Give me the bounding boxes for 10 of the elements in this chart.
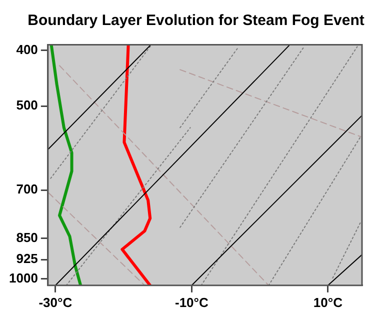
y-tick-label: 400 (16, 42, 38, 58)
chart-title: Boundary Layer Evolution for Steam Fog Event (26, 12, 366, 31)
x-tick-label: -10°C (174, 294, 209, 310)
x-tick-label: -30°C (38, 294, 73, 310)
y-tick-label: 700 (16, 182, 38, 197)
x-tick-label: 10°C (313, 294, 344, 310)
y-tick-label: 925 (16, 251, 38, 266)
y-tick-label: 500 (16, 98, 38, 113)
y-tick-label: 850 (16, 230, 38, 246)
y-tick-label: 1000 (9, 270, 38, 286)
